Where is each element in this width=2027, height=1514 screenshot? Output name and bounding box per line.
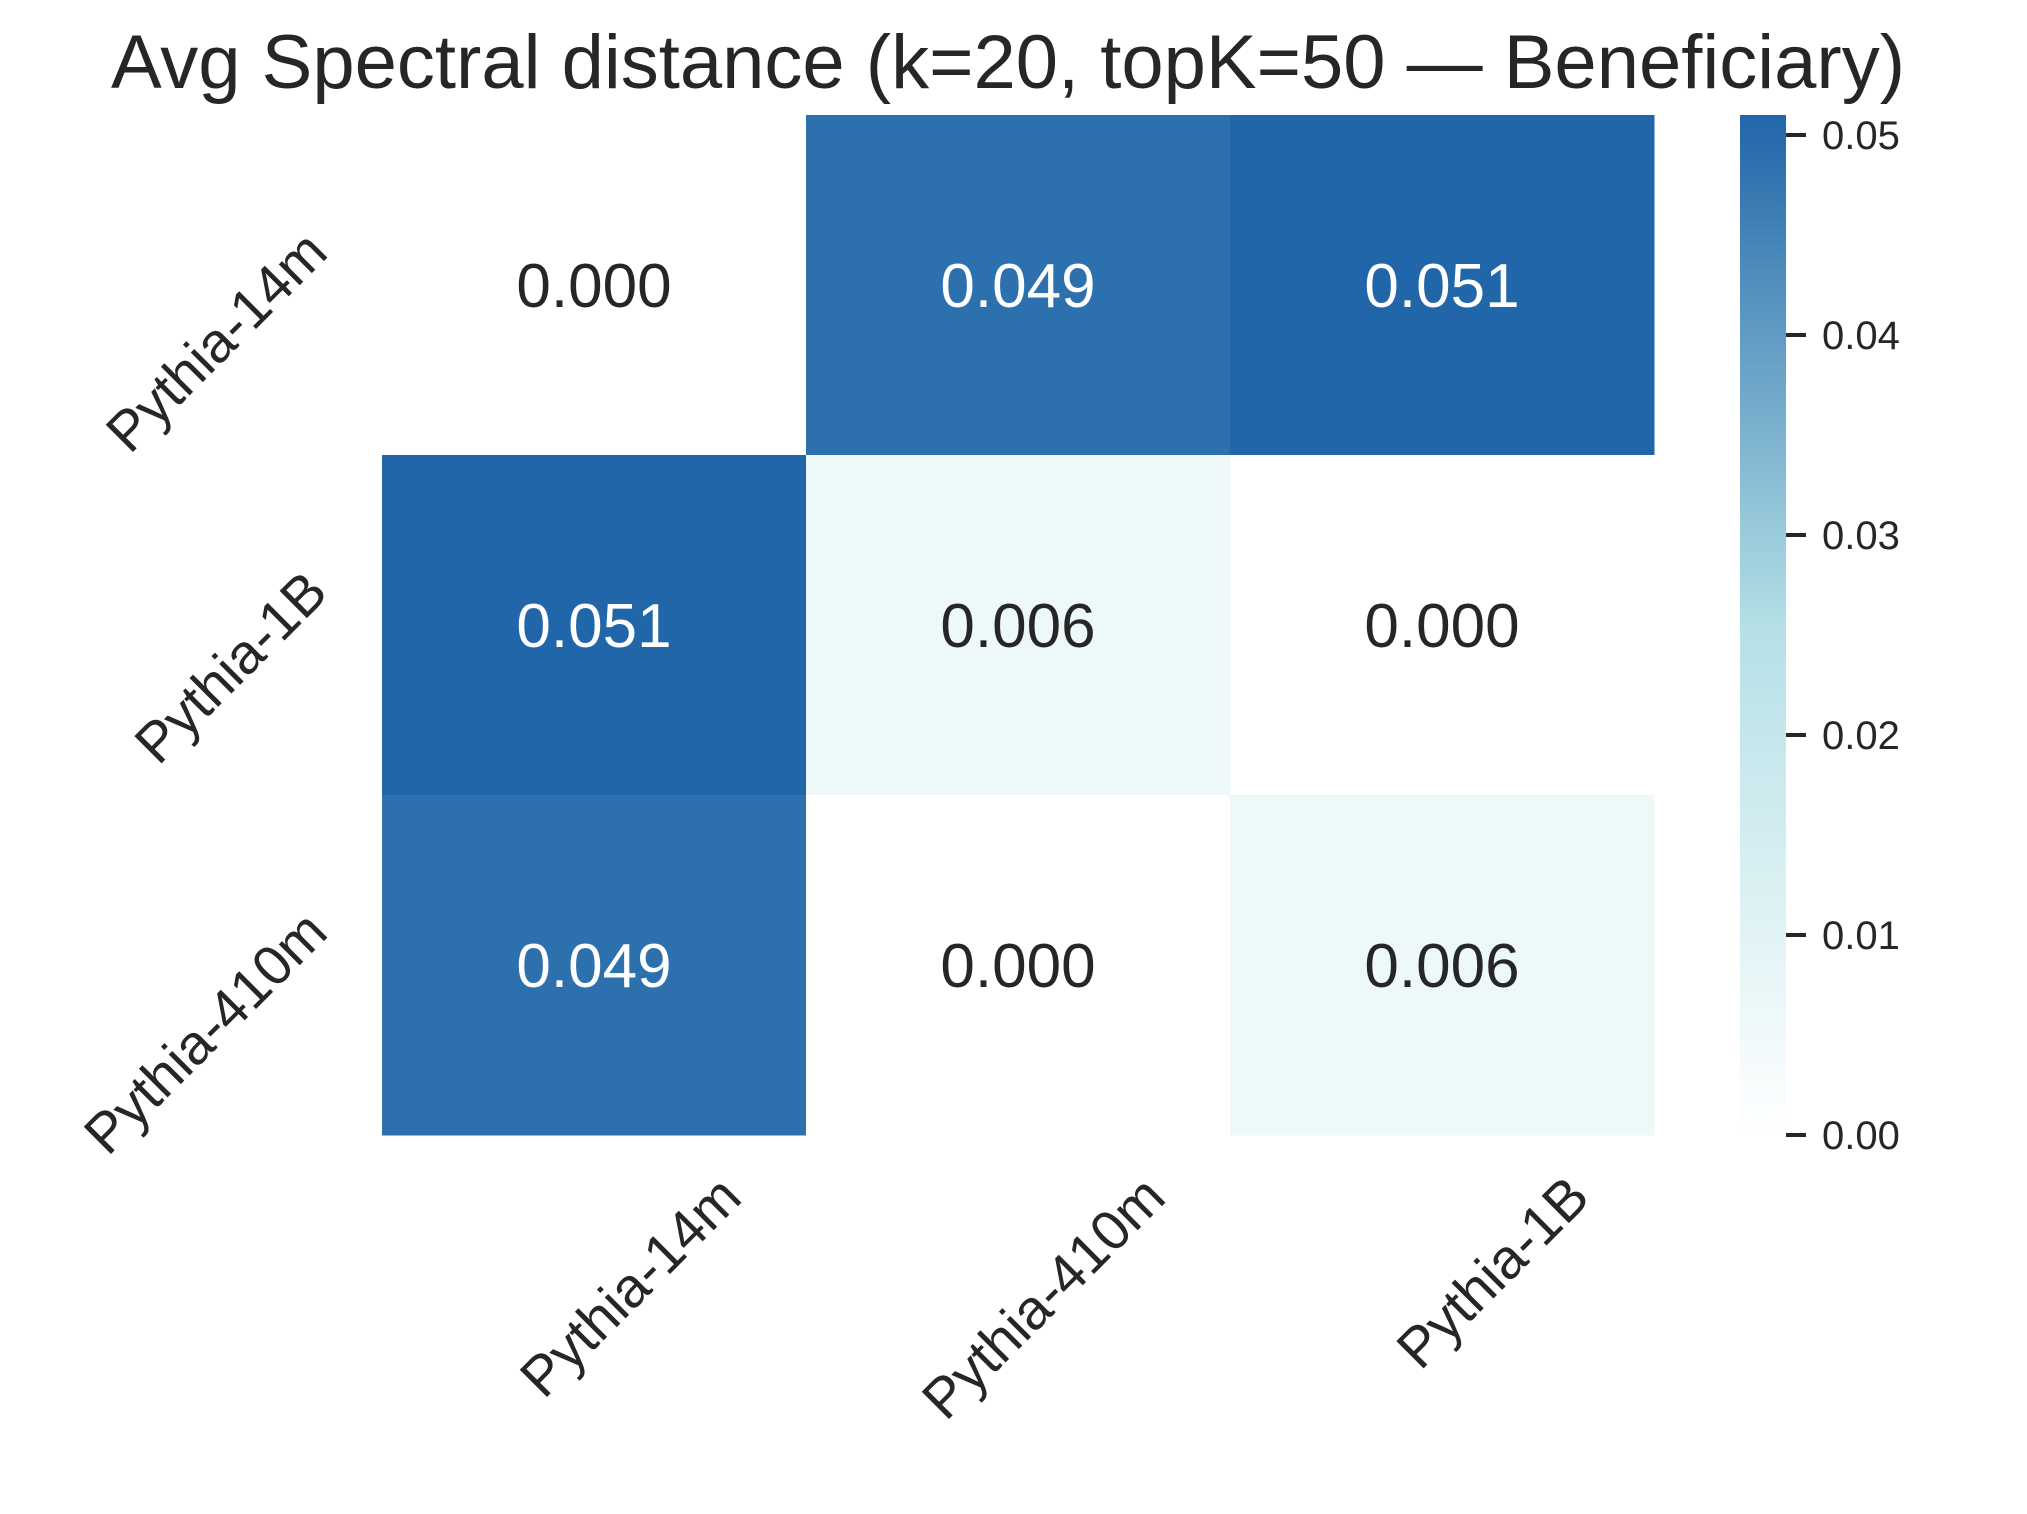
colorbar-tick-label: 0.00	[1822, 1114, 1900, 1158]
heatmap-cell	[1230, 115, 1655, 456]
heatmap-cell	[1230, 795, 1655, 1136]
cell-value-label: 0.049	[516, 932, 671, 1001]
heatmap-cell	[1230, 455, 1655, 796]
colorbar-tick-label: 0.01	[1822, 914, 1900, 958]
y-tick-label: Pythia-410m	[72, 899, 339, 1166]
heatmap-cells: 0.000 0.049 0.051 0.051 0.006 0.000 0.049 0.000…	[382, 115, 1655, 1136]
colorbar-gradient	[1740, 115, 1786, 1135]
x-tick-label: Pythia-14m	[508, 1164, 753, 1409]
cell-value-label: 0.049	[940, 252, 1095, 321]
heatmap-cell	[382, 455, 807, 796]
colorbar: 0.00 0.01 0.02 0.03 0.04 0.05	[1740, 114, 1900, 1158]
cell-value-label: 0.000	[516, 252, 671, 321]
colorbar-tick-label: 0.05	[1822, 114, 1900, 158]
x-tick-label: Pythia-410m	[910, 1164, 1177, 1431]
x-tick-label: Pythia-1B	[1384, 1164, 1600, 1380]
chart-title: Avg Spectral distance (k=20, topK=50 — B…	[111, 20, 1905, 105]
heatmap-cell	[806, 795, 1231, 1136]
colorbar-tick-label: 0.04	[1822, 314, 1900, 358]
heatmap-cell	[382, 795, 807, 1136]
cell-value-label: 0.006	[940, 592, 1095, 661]
cell-value-label: 0.000	[1364, 592, 1519, 661]
y-tick-labels: Pythia-14m Pythia-1B Pythia-410m	[72, 219, 339, 1166]
x-tick-labels: Pythia-14m Pythia-410m Pythia-1B	[508, 1164, 1601, 1431]
colorbar-tick-label: 0.03	[1822, 514, 1900, 558]
colorbar-tick-label: 0.02	[1822, 714, 1900, 758]
heatmap-cell	[806, 455, 1231, 796]
cell-value-label: 0.006	[1364, 932, 1519, 1001]
y-tick-label: Pythia-14m	[94, 219, 339, 464]
heatmap-cell	[382, 115, 807, 456]
cell-value-label: 0.000	[940, 932, 1095, 1001]
y-tick-label: Pythia-1B	[122, 559, 338, 775]
heatmap-cell	[806, 115, 1231, 456]
cell-value-label: 0.051	[516, 592, 671, 661]
cell-value-label: 0.051	[1364, 252, 1519, 321]
